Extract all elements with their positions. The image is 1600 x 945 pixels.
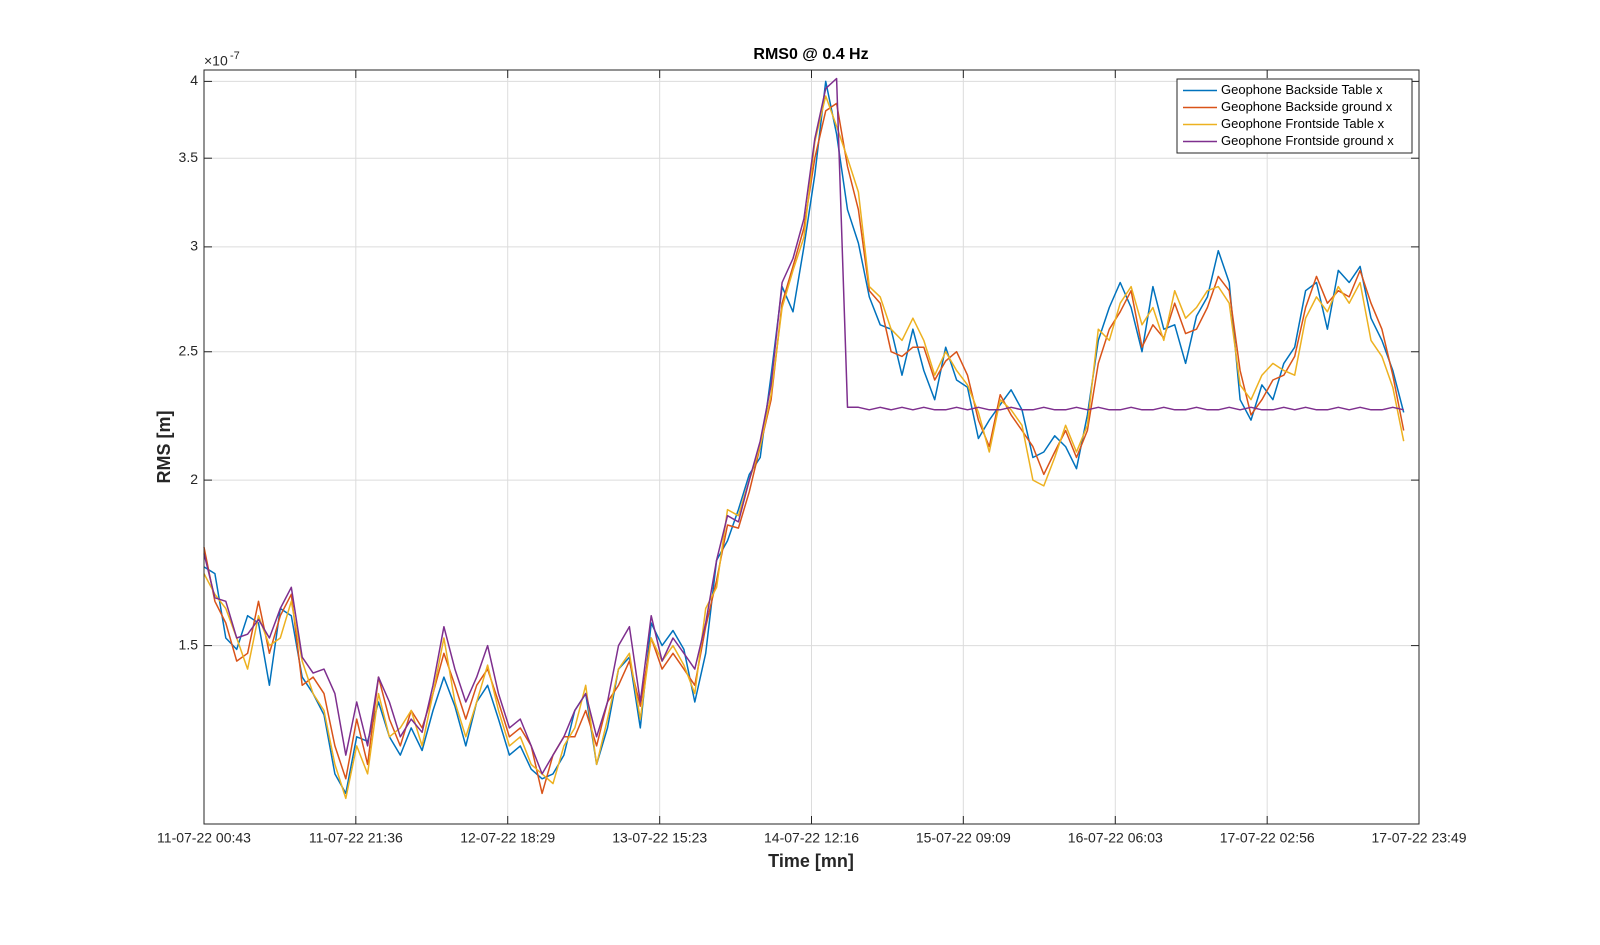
y-axis-label: RMS [m] [154,411,174,484]
y-multiplier-base: ×10 [204,53,228,69]
x-tick-label: 12-07-22 18:29 [460,830,555,846]
x-tick-label: 17-07-22 02:56 [1220,830,1315,846]
x-axis-label: Time [mn] [768,851,854,871]
x-tick-label: 14-07-22 12:16 [764,830,859,846]
axes-box [203,69,1420,825]
legend: Geophone Backside Table x Geophone Backsi… [1176,78,1413,154]
x-tick-label: 11-07-22 00:43 [157,830,251,846]
y-tick-label: 1.5 [179,636,199,652]
y-tick-label: 3.5 [179,149,199,165]
data-line [203,95,1405,800]
legend-label: Geophone Backside ground x [1221,99,1393,114]
x-tick-label: 16-07-22 06:03 [1068,830,1163,846]
y-multiplier-exponent: -7 [230,50,240,62]
chart-title: RMS0 @ 0.4 Hz [753,46,868,63]
data-line [203,80,1405,795]
legend-label: Geophone Frontside ground x [1221,133,1394,148]
legend-label: Geophone Frontside Table x [1221,116,1385,131]
y-tick-label: 2 [190,471,198,487]
y-tick-label: 2.5 [179,342,199,358]
legend-label: Geophone Backside Table x [1221,82,1383,97]
x-tick-label: 13-07-22 15:23 [612,830,707,846]
y-tick-label: 3 [190,238,198,254]
legend-box [1176,78,1413,154]
data-line [203,77,1404,775]
data-line [203,102,1405,795]
y-tick-label: 4 [190,72,198,88]
x-tick-label: 17-07-22 23:49 [1372,830,1467,846]
x-tick-label: 11-07-22 21:36 [309,830,403,846]
x-tick-label: 15-07-22 09:09 [916,830,1011,846]
